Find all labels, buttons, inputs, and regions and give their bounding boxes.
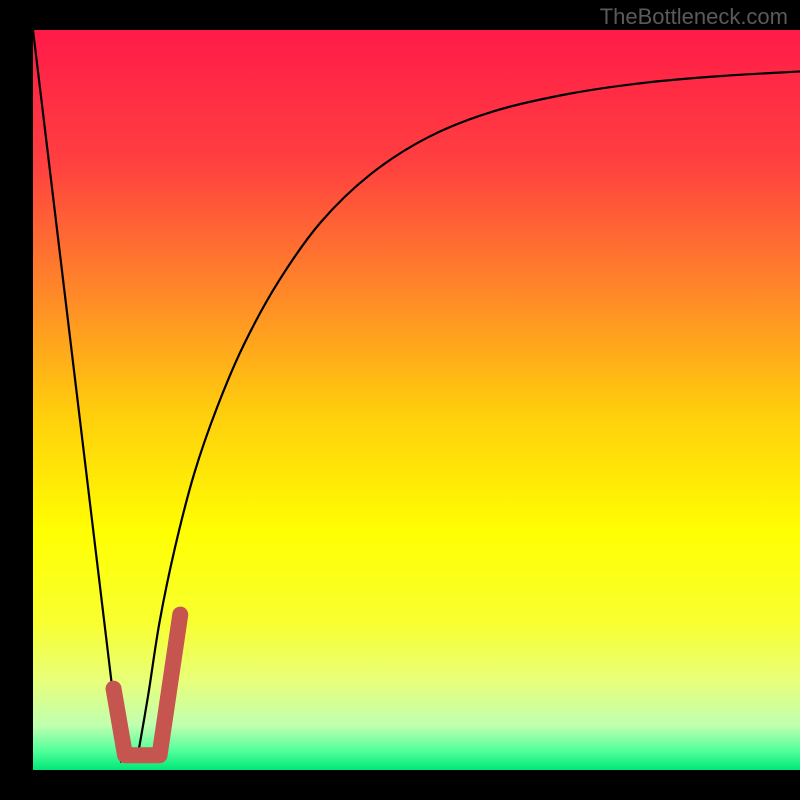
watermark-text: TheBottleneck.com [600,4,788,30]
curves-layer [33,30,800,770]
series-red_hook [114,615,181,756]
series-right_curve [137,71,800,762]
plot-area [33,30,800,770]
series-left_line [33,30,121,763]
chart-container: TheBottleneck.com [0,0,800,800]
